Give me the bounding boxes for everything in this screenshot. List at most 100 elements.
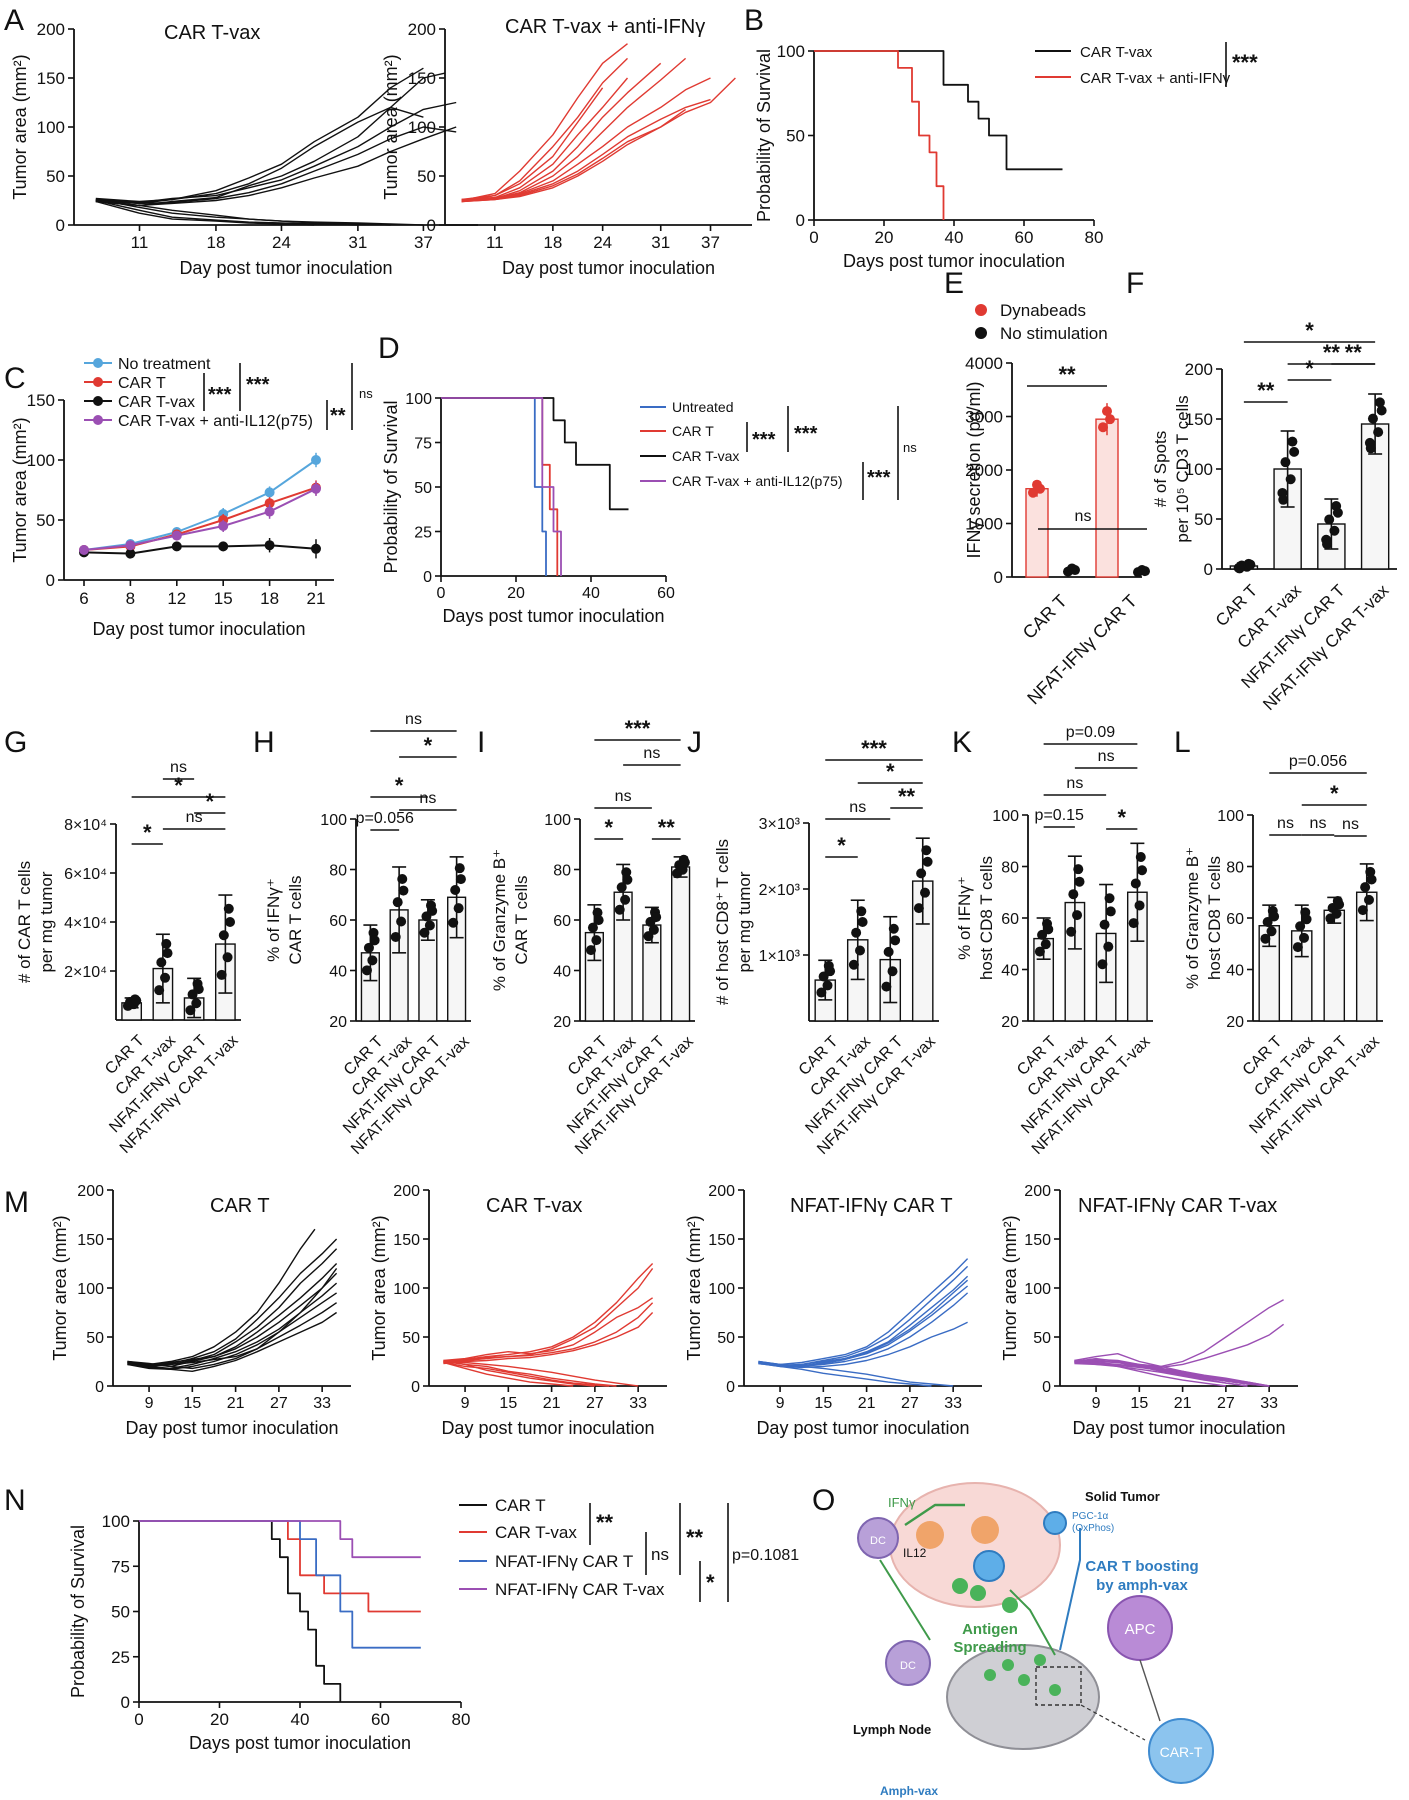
replicate-dot-no-stim — [1137, 565, 1147, 576]
growth-curve-mouse-3 — [1074, 1352, 1270, 1387]
antigen-label-2: Spreading — [953, 1639, 1026, 1656]
bar-nfat-ifn-car-t — [1323, 909, 1346, 1022]
replicate-dot — [392, 897, 403, 908]
y-axis-label-2: host CD8 T cells — [1205, 856, 1224, 980]
significance-label: * — [837, 833, 846, 858]
t-cell — [1049, 1684, 1061, 1696]
dendritic-cell-label: DC — [870, 1535, 886, 1547]
survival-curve-car-t-vax — [139, 1520, 421, 1613]
legend-label: CAR T-vax + anti-IFNγ — [1080, 70, 1231, 87]
y-tick-label: 50 — [414, 480, 432, 497]
replicate-dot — [1299, 932, 1310, 943]
legend-label: Dynabeads — [1000, 301, 1086, 320]
il12-label: IL12 — [903, 1546, 927, 1560]
replicate-dot — [1135, 852, 1146, 863]
replicate-dot — [857, 917, 868, 927]
replicate-dot — [191, 998, 202, 1009]
y-axis-label: Tumor area (mm²) — [684, 1215, 704, 1360]
x-tick-label: 15 — [214, 589, 233, 608]
y-axis-label: % of Granzyme B⁺ — [1183, 847, 1202, 989]
schematic-illustration — [857, 1482, 1214, 1784]
x-axis-label: Day post tumor inoculation — [179, 258, 392, 278]
growth-curve-mouse-5 — [443, 1312, 654, 1365]
panel-letter-H: H — [253, 726, 275, 759]
panel-letter-L: L — [1174, 726, 1191, 759]
growth-curve-mouse-9 — [1074, 1359, 1248, 1387]
growth-curve-mouse-2 — [758, 1265, 969, 1367]
y-tick-label: 150 — [27, 391, 55, 410]
data-point — [264, 540, 275, 551]
replicate-dot — [881, 981, 892, 992]
car-boost-label-2: by amph-vax — [1096, 1577, 1188, 1594]
x-tick-label: 31 — [348, 233, 367, 252]
x-tick-label: 15 — [814, 1395, 832, 1412]
x-tick-label: 33 — [1260, 1395, 1278, 1412]
y-tick-label: 80 — [329, 862, 347, 879]
replicate-dot — [361, 965, 372, 976]
x-tick-label: 15 — [499, 1395, 517, 1412]
y-tick-label: 60 — [553, 913, 571, 930]
y-tick-label: 50 — [786, 127, 805, 146]
x-tick-label: 40 — [945, 228, 964, 247]
y-tick-label: 80 — [1226, 859, 1244, 876]
significance-label: ns — [651, 1545, 669, 1564]
pgc-label: PGC-1α — [1072, 1511, 1109, 1522]
replicate-dot — [1364, 894, 1375, 905]
replicate-dot — [1245, 559, 1256, 570]
legend-label: CAR T-vax — [495, 1523, 577, 1542]
x-tick-label: 80 — [1085, 228, 1104, 247]
y-tick-label: 2×10³ — [759, 882, 801, 899]
replicate-dot — [648, 924, 659, 935]
significance-label: *** — [794, 423, 818, 445]
growth-curve-mouse-10 — [461, 108, 687, 203]
zoom-line — [1080, 1704, 1146, 1741]
significance-label: ns — [419, 790, 436, 807]
y-tick-label: 50 — [36, 511, 55, 530]
survival-curve-nfat-ifn-car-t — [139, 1520, 421, 1649]
apc-label: APC — [1125, 1621, 1156, 1638]
legend-label: CAR T-vax — [672, 448, 739, 464]
data-point — [125, 548, 136, 559]
significance-label: * — [886, 759, 895, 784]
replicate-dot — [1331, 908, 1342, 919]
y-tick-label: 200 — [1185, 360, 1213, 379]
y-tick-label: 150 — [393, 1232, 420, 1249]
significance-label: * — [205, 789, 214, 814]
y-axis-label: # of Spots — [1151, 431, 1170, 508]
y-tick-label: 0 — [1042, 1379, 1051, 1396]
significance-label: ns — [1277, 815, 1294, 832]
replicate-dot — [1278, 494, 1289, 505]
legend-label: NFAT-IFNγ CAR T — [495, 1552, 633, 1571]
significance-label: ** — [1257, 378, 1275, 403]
replicate-dot — [651, 912, 662, 923]
x-tick-label: 60 — [371, 1710, 390, 1729]
x-tick-label: 40 — [582, 585, 600, 602]
significance-label: ** — [686, 1525, 704, 1550]
y-tick-label: 0 — [796, 211, 805, 230]
significance-label: *** — [246, 374, 270, 396]
significance-label: ns — [849, 799, 866, 816]
replicate-dot — [1329, 525, 1340, 536]
replicate-dot — [390, 931, 401, 942]
y-tick-label: 100 — [77, 1281, 104, 1298]
replicate-dot — [131, 995, 142, 1006]
x-tick-label: 18 — [543, 233, 562, 252]
significance-label: ns — [170, 759, 187, 776]
oxphos-label: (OxPhos) — [1072, 1523, 1114, 1534]
x-tick-label: 20 — [210, 1710, 229, 1729]
y-tick-label: 60 — [1226, 911, 1244, 928]
x-tick-label: 24 — [272, 233, 291, 252]
antigen-label-1: Antigen — [962, 1621, 1018, 1638]
x-tick-label: 21 — [1174, 1395, 1192, 1412]
panel-letter-D: D — [378, 332, 400, 365]
x-tick-label: 21 — [858, 1395, 876, 1412]
y-tick-label: 100 — [408, 118, 436, 137]
x-tick-label: 9 — [1092, 1395, 1101, 1412]
significance-label: *** — [752, 429, 776, 451]
y-axis-label-2: per mg tumor — [735, 871, 754, 972]
growth-curve-mouse-8 — [758, 1360, 932, 1387]
replicate-dot — [453, 903, 464, 914]
plot-title: NFAT-IFNγ CAR T — [790, 1195, 953, 1217]
amph-vax-label: Amph-vax — [880, 1784, 938, 1798]
y-axis-label: # of host CD8⁺ T cells — [713, 839, 732, 1005]
